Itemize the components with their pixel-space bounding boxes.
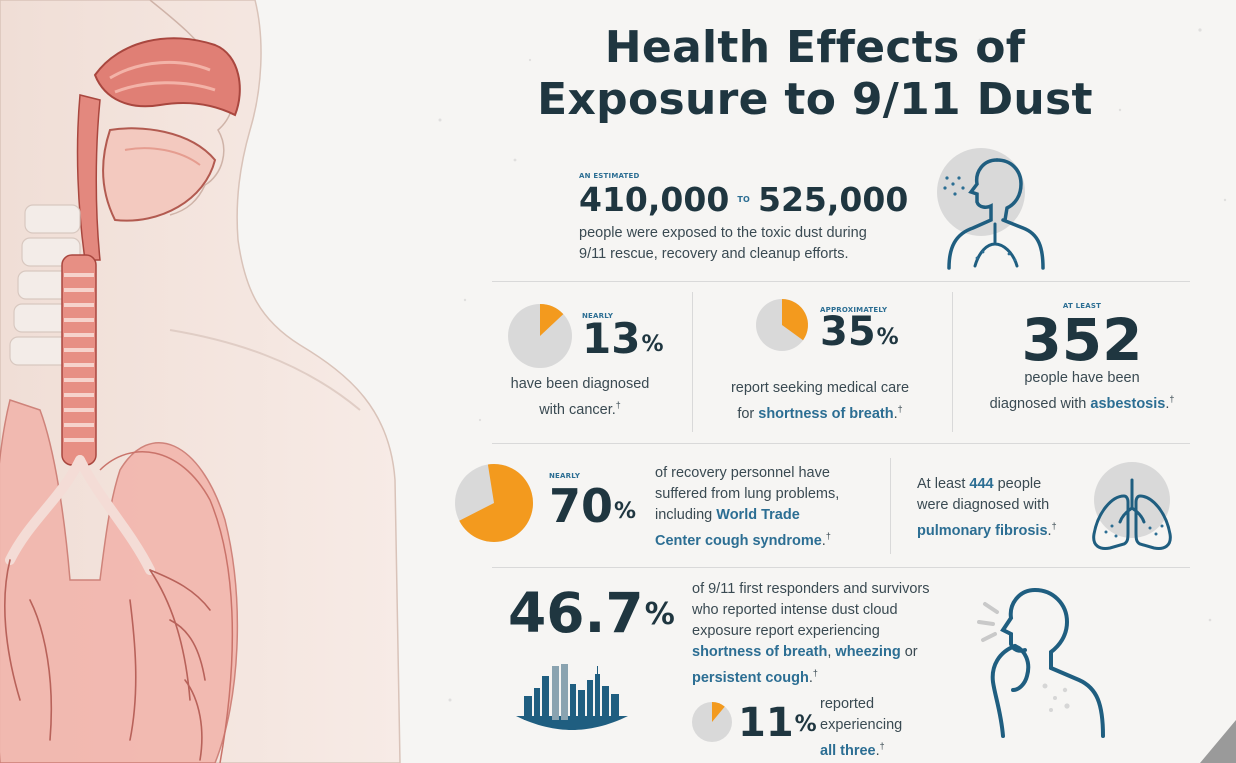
responders-desc: of 9/11 first responders and survivors w… [692, 579, 977, 689]
medical-care-eyebrow: APPROXIMATELY [820, 306, 888, 314]
cancer-pie-chart [508, 304, 572, 368]
all-three-desc-line-2: experiencing [820, 717, 903, 733]
page-title: Health Effects of Exposure to 9/11 Dust [520, 22, 1110, 126]
exposed-desc-line-1: people were exposed to the toxic dust du… [579, 225, 867, 241]
lung-problems-footnote-mark: † [825, 531, 831, 541]
responders-highlight-2: wheezing [835, 644, 901, 660]
cancer-desc-line-2: with cancer. [539, 401, 616, 418]
lung-problems-desc-highlight-1: World Trade [716, 507, 800, 523]
cancer-stat: NEARLY 13% [582, 312, 664, 360]
divider-col-2 [952, 292, 953, 432]
all-three-line-3-post: . [875, 742, 880, 759]
asbestosis-value: 352 [1021, 306, 1143, 374]
asbestosis-desc-line-1: people have been [1024, 370, 1140, 386]
all-three-unit: % [794, 712, 817, 737]
responders-stat: 46.7% [508, 582, 675, 644]
cancer-footnote-mark: † [615, 400, 621, 410]
fibrosis-stat: At least 444 people were diagnosed with … [917, 474, 1097, 542]
lung-problems-desc-line-4-post: . [821, 532, 826, 549]
lung-problems-stat: NEARLY 70% [549, 472, 636, 530]
all-three-stat: 11% [738, 699, 817, 747]
title-line-2: Exposure to 9/11 Dust [537, 74, 1093, 125]
fibrosis-value: 444 [969, 476, 994, 492]
medical-care-desc-highlight: shortness of breath [758, 405, 894, 422]
responders-footnote-mark: † [812, 668, 818, 678]
responders-highlight-1: shortness of breath [692, 644, 828, 660]
title-line-1: Health Effects of [604, 22, 1026, 73]
asbestosis-eyebrow: AT LEAST [1062, 302, 1102, 310]
medical-care-value: 35 [820, 309, 876, 355]
lung-problems-eyebrow: NEARLY [549, 472, 581, 480]
responders-line-5-post: . [808, 669, 813, 686]
cancer-eyebrow: NEARLY [582, 312, 614, 320]
person-coughing-icon [977, 588, 1105, 738]
lung-problems-desc-line-1: of recovery personnel have [655, 465, 830, 481]
cancer-pie-slice [540, 304, 564, 336]
fibrosis-line-1-post: people [993, 476, 1042, 492]
responders-desc-line-2: who reported intense dust cloud [692, 602, 898, 618]
asbestosis-desc-line-2-post: . [1165, 395, 1170, 412]
medical-care-footnote-mark: † [897, 404, 903, 414]
fibrosis-highlight: pulmonary fibrosis [917, 522, 1048, 539]
cancer-desc-line-1: have been diagnosed [510, 376, 650, 392]
divider-col-3 [890, 458, 891, 554]
person-inhaling-dust-icon [937, 148, 1045, 270]
fibrosis-line-3-post: . [1047, 522, 1052, 539]
responders-desc-line-3: exposure report experiencing [692, 623, 880, 639]
cancer-unit: % [641, 332, 664, 357]
medical-care-pie-slice [782, 299, 808, 341]
responders-value: 46.7 [508, 581, 644, 645]
lung-problems-pie-chart [455, 464, 533, 543]
medical-care-desc-line-2-post: . [893, 405, 898, 422]
responders-unit: % [644, 597, 675, 632]
exposed-desc-line-2: 9/11 rescue, recovery and cleanup effort… [579, 246, 849, 262]
exposed-eyebrow: AN ESTIMATED [579, 172, 640, 180]
lung-problems-pie-slice [459, 464, 533, 543]
divider-row-1 [492, 281, 1190, 282]
medical-care-unit: % [876, 325, 899, 350]
lung-problems-desc-line-2: suffered from lung problems, [655, 486, 840, 502]
medical-care-desc-line-1: report seeking medical care [730, 380, 910, 396]
divider-row-2 [492, 443, 1190, 444]
responders-separator: , [827, 644, 836, 660]
medical-care-desc: report seeking medical care for shortnes… [700, 378, 940, 425]
exposed-stat: AN ESTIMATED 410,000 TO 525,000 people w… [579, 172, 908, 265]
exposed-to-label: TO [737, 195, 750, 204]
medical-care-stat: APPROXIMATELY 35% [820, 306, 899, 352]
all-three-highlight: all three [820, 742, 876, 759]
exposed-low-value: 410,000 [579, 180, 730, 219]
lung-problems-desc-line-3-pre: including [655, 507, 717, 523]
all-three-desc: reported experiencing all three.† [820, 694, 960, 762]
fibrosis-line-2: were diagnosed with [917, 497, 1050, 513]
all-three-footnote-mark: † [879, 741, 885, 751]
responders-line-4-post: or [900, 644, 918, 660]
responders-desc-line-1: of 9/11 first responders and survivors [692, 581, 930, 597]
cancer-value: 13 [582, 314, 641, 363]
asbestosis-desc-highlight: asbestosis [1090, 395, 1166, 412]
lung-problems-value: 70 [549, 479, 614, 533]
exposed-high-value: 525,000 [757, 180, 909, 219]
divider-col-1 [692, 292, 693, 432]
city-skyline-icon [516, 664, 628, 730]
all-three-pie-chart [692, 702, 732, 742]
all-three-value: 11 [738, 700, 794, 746]
medical-care-desc-line-2-pre: for [737, 405, 759, 422]
lung-problems-desc: of recovery personnel have suffered from… [655, 463, 880, 552]
all-three-desc-line-1: reported [820, 696, 875, 712]
cancer-desc: have been diagnosed with cancer.† [490, 374, 670, 421]
asbestosis-footnote-mark: † [1169, 394, 1175, 404]
asbestosis-desc-line-2-pre: diagnosed with [989, 395, 1091, 412]
lung-problems-unit: % [614, 499, 637, 524]
fibrosis-line-1-pre: At least [917, 476, 970, 492]
divider-row-3 [492, 567, 1190, 568]
lungs-icon [1092, 462, 1172, 550]
medical-care-pie-chart [756, 299, 808, 351]
fibrosis-footnote-mark: † [1051, 521, 1057, 531]
asbestosis-stat: AT LEAST 352 people have been diagnosed … [962, 302, 1202, 415]
respiratory-anatomy-illustration [0, 0, 450, 763]
responders-highlight-3: persistent cough [692, 669, 809, 686]
all-three-pie-slice [712, 702, 725, 722]
lung-problems-desc-highlight-2: Center cough syndrome [655, 532, 822, 549]
